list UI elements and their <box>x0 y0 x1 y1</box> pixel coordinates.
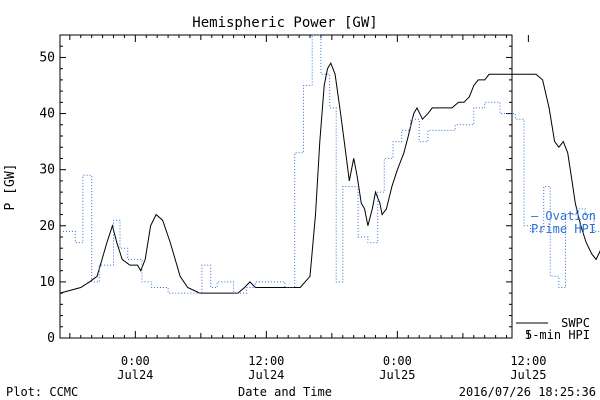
y-tick-label: 50 <box>39 50 55 65</box>
legend-swpc-line2: 5-min HPI <box>525 328 590 342</box>
y-tick-label: 0 <box>47 331 55 346</box>
x-tick-time-label: 12:00 <box>248 354 284 368</box>
y-tick-label: 20 <box>39 219 55 234</box>
x-tick-date-label: Jul25 <box>379 368 415 382</box>
y-axis-ticks: 0 10 20 30 40 50 <box>39 45 512 346</box>
x-tick-date-label: Jul24 <box>117 368 153 382</box>
series-line-ovation <box>60 34 600 294</box>
y-tick-label: 10 <box>39 275 55 290</box>
x-tick-time-label: 0:00 <box>383 354 412 368</box>
x-tick-time-label: 0:00 <box>121 354 150 368</box>
x-axis-title: Date and Time <box>238 385 332 399</box>
y-axis-title: P [GW] <box>3 164 18 211</box>
series-line-swpc <box>59 61 600 294</box>
legend-swpc: SWPC 5-min HPI <box>516 316 590 342</box>
legend-ovation: — Ovation Prime HPI <box>531 209 596 236</box>
x-axis-ticks: 0:00Jul2412:00Jul240:00Jul2512:00Jul250:… <box>69 35 546 382</box>
y-tick-label: 40 <box>39 107 55 122</box>
legend-ovation-line2: Prime HPI <box>531 222 596 236</box>
svg-text:P [GW]: P [GW] <box>3 164 18 211</box>
x-tick-time-label: 12:00 <box>510 354 546 368</box>
x-tick-date-label: Jul24 <box>248 368 284 382</box>
legend-swpc-line1: SWPC <box>561 316 590 330</box>
footer-timestamp: 2016/07/26 18:25:36 <box>459 385 596 399</box>
legend-ovation-line1: — Ovation <box>531 209 596 223</box>
series-layer <box>59 34 600 294</box>
chart-title: Hemispheric Power [GW] <box>192 15 377 31</box>
y-tick-label: 30 <box>39 163 55 178</box>
footer-plot-credit: Plot: CCMC <box>6 385 78 399</box>
plot-frame <box>59 34 513 339</box>
x-tick-date-label: Jul25 <box>510 368 546 382</box>
